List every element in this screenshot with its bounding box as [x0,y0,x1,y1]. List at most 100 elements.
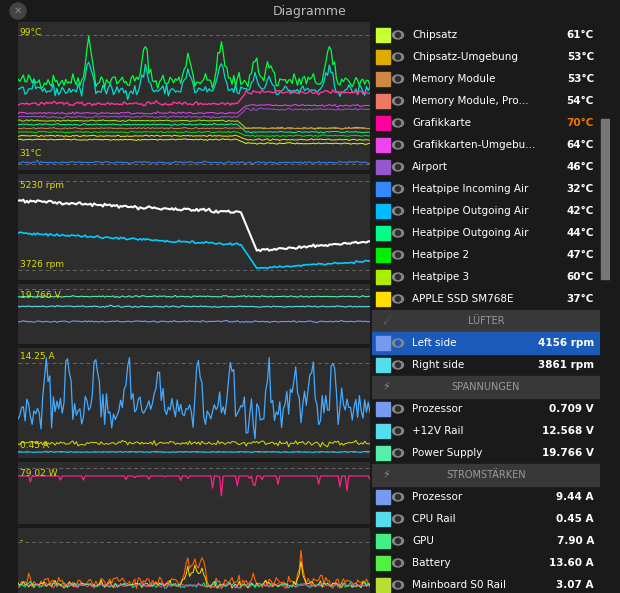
Ellipse shape [392,515,404,523]
Ellipse shape [392,339,404,347]
Ellipse shape [392,185,404,193]
Text: 60°C: 60°C [567,272,594,282]
Text: Memory Module: Memory Module [412,74,495,84]
Bar [376,248,390,262]
Text: ⚡: ⚡ [382,382,390,392]
Text: 54°C: 54°C [567,96,594,106]
Text: 70°C: 70°C [567,118,594,128]
Bar [376,226,390,240]
Text: 3.07 A: 3.07 A [557,580,594,590]
Ellipse shape [392,229,404,237]
Bar [376,138,390,152]
Ellipse shape [392,207,404,215]
Circle shape [396,538,401,544]
Bar [376,160,390,174]
Text: Chipsatz-Umgebung: Chipsatz-Umgebung [412,52,518,62]
Text: 0.45 A: 0.45 A [20,441,49,450]
Text: 5230 rpm: 5230 rpm [20,181,64,190]
Text: 19.766 V: 19.766 V [20,291,60,300]
Bar [376,424,390,438]
Circle shape [396,98,401,104]
Text: Mainboard S0 Rail: Mainboard S0 Rail [412,580,506,590]
Circle shape [396,495,401,499]
Text: CPU Rail: CPU Rail [412,514,456,524]
Circle shape [396,187,401,192]
Ellipse shape [392,75,404,83]
Text: 0.45 A: 0.45 A [557,514,594,524]
Ellipse shape [392,31,404,39]
Text: Prozessor: Prozessor [412,492,463,502]
Ellipse shape [392,449,404,457]
Circle shape [396,429,401,433]
Ellipse shape [392,405,404,413]
Ellipse shape [392,163,404,171]
Ellipse shape [392,559,404,567]
Bar [376,94,390,108]
Circle shape [396,209,401,213]
Circle shape [396,362,401,368]
Text: Grafikkarte: Grafikkarte [412,118,471,128]
Bar [376,358,390,372]
Circle shape [10,3,26,19]
Bar [376,270,390,284]
Circle shape [396,517,401,521]
Ellipse shape [392,97,404,105]
Bar [376,402,390,416]
Text: Grafikkarten-Umgebu...: Grafikkarten-Umgebu... [412,140,536,150]
Ellipse shape [392,53,404,61]
Circle shape [396,340,401,346]
Bar [376,556,390,570]
Ellipse shape [392,427,404,435]
Bar [376,512,390,526]
Text: -: - [20,536,23,545]
Text: 9.44 A: 9.44 A [557,492,594,502]
Text: 44°C: 44°C [567,228,594,238]
Text: APPLE SSD SM768E: APPLE SSD SM768E [412,294,513,304]
Text: 46°C: 46°C [567,162,594,172]
Text: 53°C: 53°C [567,52,594,62]
Text: 64°C: 64°C [567,140,594,150]
Circle shape [396,231,401,235]
Text: 31°C: 31°C [20,149,42,158]
Text: LÜFTER: LÜFTER [467,316,504,326]
Bar [372,464,600,486]
Ellipse shape [392,273,404,281]
Text: Diagramme: Diagramme [273,5,347,18]
Bar [376,490,390,504]
Ellipse shape [392,537,404,545]
Ellipse shape [392,581,404,589]
Text: ⚡: ⚡ [382,470,390,480]
Bar [372,310,600,332]
Circle shape [396,164,401,170]
Bar [376,28,390,42]
Text: ☄: ☄ [382,316,392,326]
Text: Memory Module, Pro...: Memory Module, Pro... [412,96,529,106]
Text: Prozessor: Prozessor [412,404,463,414]
Text: 19.766 V: 19.766 V [542,448,594,458]
Circle shape [396,33,401,37]
Circle shape [396,451,401,455]
Text: 3861 rpm: 3861 rpm [538,360,594,370]
Bar [372,376,600,398]
Bar [376,116,390,130]
Bar [376,534,390,548]
Bar [376,50,390,64]
Text: Battery: Battery [412,558,451,568]
Text: ✕: ✕ [14,6,22,16]
Text: 0.709 V: 0.709 V [549,404,594,414]
Text: 7.90 A: 7.90 A [557,536,594,546]
Text: Heatpipe 2: Heatpipe 2 [412,250,469,260]
Circle shape [396,560,401,566]
Text: Heatpipe Outgoing Air: Heatpipe Outgoing Air [412,228,528,238]
Bar [376,578,390,592]
Bar [376,336,390,350]
Circle shape [396,406,401,412]
Circle shape [396,120,401,126]
Text: 4156 rpm: 4156 rpm [538,338,594,348]
Bar [372,332,600,354]
Text: 99°C: 99°C [20,28,42,37]
Text: 13.60 A: 13.60 A [549,558,594,568]
Text: 37°C: 37°C [567,294,594,304]
Text: 53°C: 53°C [567,74,594,84]
Circle shape [396,582,401,588]
